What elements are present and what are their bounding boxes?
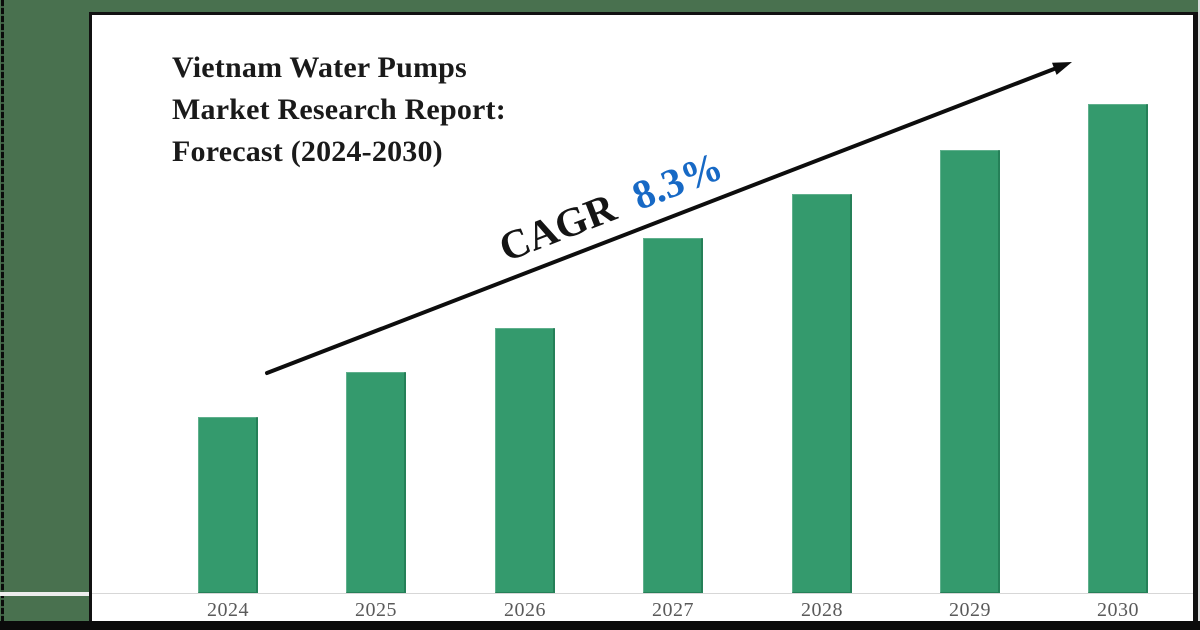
right-edge-sliver xyxy=(1198,0,1200,621)
x-axis-label-2025: 2025 xyxy=(355,599,397,621)
bar-2025 xyxy=(346,372,406,593)
left-edge-line xyxy=(1,0,4,630)
bar-2030 xyxy=(1088,104,1148,593)
x-axis-label-2028: 2028 xyxy=(801,599,843,621)
x-axis-label-2027: 2027 xyxy=(652,599,694,621)
bar-2024 xyxy=(198,417,258,593)
x-axis-label-2026: 2026 xyxy=(504,599,546,621)
sidebar-divider xyxy=(0,592,89,596)
axis-divider xyxy=(92,593,1193,594)
x-axis-label-2029: 2029 xyxy=(949,599,991,621)
x-axis-label-2030: 2030 xyxy=(1097,599,1139,621)
bottom-bar xyxy=(0,621,1200,630)
x-axis-label-2024: 2024 xyxy=(207,599,249,621)
